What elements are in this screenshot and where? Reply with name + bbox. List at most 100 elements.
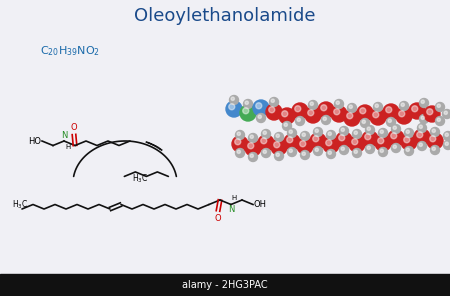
Circle shape bbox=[445, 133, 449, 136]
Circle shape bbox=[380, 149, 383, 152]
Circle shape bbox=[310, 133, 326, 149]
Circle shape bbox=[360, 108, 366, 114]
Circle shape bbox=[256, 103, 262, 109]
Circle shape bbox=[318, 102, 334, 118]
Circle shape bbox=[437, 104, 441, 107]
Circle shape bbox=[347, 104, 356, 112]
Circle shape bbox=[445, 142, 449, 145]
Circle shape bbox=[388, 130, 404, 146]
Circle shape bbox=[375, 104, 378, 107]
Circle shape bbox=[401, 103, 405, 107]
Circle shape bbox=[346, 113, 353, 119]
Circle shape bbox=[328, 151, 332, 155]
Circle shape bbox=[418, 123, 427, 133]
Circle shape bbox=[421, 116, 424, 120]
Circle shape bbox=[442, 110, 450, 118]
Circle shape bbox=[292, 103, 308, 119]
Circle shape bbox=[295, 106, 301, 112]
Circle shape bbox=[309, 101, 318, 110]
Circle shape bbox=[387, 118, 396, 126]
Text: H: H bbox=[65, 144, 71, 150]
Circle shape bbox=[427, 133, 443, 149]
Text: O: O bbox=[215, 214, 221, 223]
Circle shape bbox=[414, 129, 430, 145]
Circle shape bbox=[237, 132, 240, 136]
Circle shape bbox=[235, 139, 241, 145]
Circle shape bbox=[418, 141, 427, 150]
Circle shape bbox=[357, 105, 373, 121]
Text: $\mathregular{H_3C}$: $\mathregular{H_3C}$ bbox=[132, 172, 148, 185]
Circle shape bbox=[305, 107, 321, 123]
Circle shape bbox=[248, 152, 257, 162]
Circle shape bbox=[388, 119, 392, 123]
Circle shape bbox=[323, 117, 326, 120]
Circle shape bbox=[341, 147, 344, 150]
Circle shape bbox=[378, 138, 384, 144]
Circle shape bbox=[302, 133, 306, 136]
Circle shape bbox=[406, 148, 410, 152]
Circle shape bbox=[444, 141, 450, 149]
Circle shape bbox=[344, 110, 360, 126]
Circle shape bbox=[419, 99, 428, 107]
Circle shape bbox=[297, 138, 313, 154]
Circle shape bbox=[386, 107, 392, 113]
Circle shape bbox=[378, 128, 387, 138]
Circle shape bbox=[362, 131, 378, 147]
Circle shape bbox=[352, 149, 361, 157]
Circle shape bbox=[437, 118, 441, 121]
Circle shape bbox=[279, 108, 295, 124]
Circle shape bbox=[352, 139, 358, 145]
Circle shape bbox=[253, 100, 269, 116]
Circle shape bbox=[248, 143, 254, 149]
Circle shape bbox=[269, 107, 275, 113]
Circle shape bbox=[432, 129, 436, 132]
Circle shape bbox=[258, 135, 274, 151]
Circle shape bbox=[289, 130, 293, 133]
Circle shape bbox=[362, 120, 365, 123]
Circle shape bbox=[401, 134, 417, 150]
Circle shape bbox=[373, 112, 379, 118]
Circle shape bbox=[327, 131, 336, 139]
Text: N: N bbox=[61, 131, 67, 140]
Circle shape bbox=[391, 133, 397, 139]
Circle shape bbox=[352, 130, 361, 139]
Circle shape bbox=[243, 108, 249, 114]
Circle shape bbox=[229, 104, 235, 110]
Circle shape bbox=[444, 111, 447, 115]
Circle shape bbox=[396, 108, 412, 124]
Circle shape bbox=[287, 137, 293, 143]
Text: O: O bbox=[71, 123, 77, 131]
Circle shape bbox=[323, 137, 339, 153]
Circle shape bbox=[314, 128, 323, 136]
Circle shape bbox=[263, 150, 266, 153]
Circle shape bbox=[409, 103, 425, 119]
Circle shape bbox=[336, 132, 352, 148]
Circle shape bbox=[392, 144, 400, 152]
Circle shape bbox=[256, 113, 266, 123]
Circle shape bbox=[289, 149, 293, 152]
Circle shape bbox=[288, 128, 297, 138]
Circle shape bbox=[296, 117, 305, 126]
Bar bbox=[0, 274, 450, 296]
Text: N: N bbox=[228, 205, 234, 215]
Circle shape bbox=[392, 125, 400, 133]
Text: $\mathregular{H_3C}$: $\mathregular{H_3C}$ bbox=[12, 198, 28, 211]
Circle shape bbox=[261, 130, 270, 139]
Circle shape bbox=[301, 150, 310, 160]
Circle shape bbox=[334, 99, 343, 109]
Circle shape bbox=[424, 106, 440, 122]
Circle shape bbox=[315, 148, 319, 152]
Circle shape bbox=[243, 99, 252, 109]
Circle shape bbox=[314, 147, 323, 155]
Circle shape bbox=[419, 115, 428, 123]
Circle shape bbox=[349, 136, 365, 152]
Circle shape bbox=[250, 154, 253, 157]
Circle shape bbox=[399, 111, 405, 117]
Circle shape bbox=[301, 131, 310, 141]
Circle shape bbox=[412, 106, 418, 112]
Circle shape bbox=[261, 149, 270, 157]
Circle shape bbox=[258, 115, 261, 118]
Circle shape bbox=[339, 146, 348, 155]
Circle shape bbox=[436, 117, 445, 126]
Circle shape bbox=[400, 102, 409, 110]
